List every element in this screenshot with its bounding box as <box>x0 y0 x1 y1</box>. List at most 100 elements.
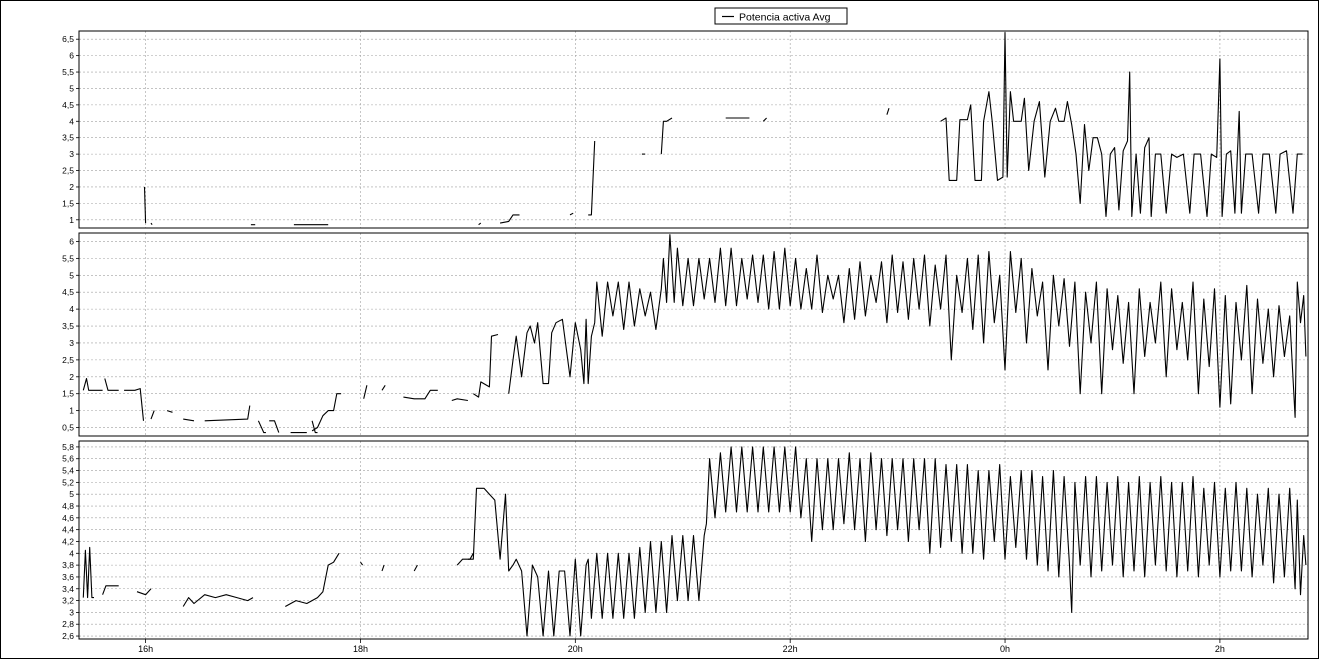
y-tick-label: 6,5 <box>62 34 74 44</box>
series-line-segment <box>104 378 119 391</box>
series-line-segment <box>381 385 386 391</box>
series-line-segment <box>269 420 280 433</box>
legend[interactable]: Potencia activa Avg <box>714 7 848 25</box>
series-line-segment <box>82 377 103 391</box>
series-line-segment <box>660 117 673 155</box>
series-line-segment <box>143 186 147 224</box>
y-tick-label: 4 <box>69 304 74 314</box>
series-line-segment <box>413 564 418 572</box>
series-line-segment <box>588 140 596 216</box>
y-tick-label: 5 <box>69 270 74 280</box>
y-tick-label: 3 <box>69 149 74 159</box>
y-tick-label: 0,5 <box>62 423 74 433</box>
plot-border <box>78 30 1309 229</box>
y-tick-label: 5 <box>69 489 74 499</box>
x-tick-label: 0h <box>1000 644 1010 654</box>
y-tick-label: 2,5 <box>62 355 74 365</box>
y-tick-label: 2,8 <box>62 619 74 629</box>
series-line-segment <box>204 405 251 422</box>
chart-panel-1: 1 1,5 2 2,5 3 3,5 4 4,5 5 5,5 6 6,5 <box>62 30 1309 229</box>
y-tick-label: 5,5 <box>62 67 74 77</box>
series-line-segment <box>182 594 254 607</box>
x-tick-label: 16h <box>138 644 153 654</box>
x-axis: 16h 18h 20h 22h 0h 2h <box>138 639 1225 654</box>
series-line-segment <box>403 389 438 400</box>
y-tick-label: 4,6 <box>62 513 74 523</box>
series-line-segment <box>311 420 318 434</box>
series-line-segment <box>478 222 482 226</box>
chart-panel-3: 2,6 2,8 33,2 3,4 3,6 3,8 4 4,24,4 4,6 4,8 5 5,25,4 5… <box>62 440 1309 641</box>
y-tick-label: 3 <box>69 338 74 348</box>
series-line-segment <box>257 420 266 434</box>
y-tick-label: 3,4 <box>62 584 74 594</box>
series-line-segment <box>183 418 195 422</box>
y-tick-label: 2 <box>69 182 74 192</box>
series-line-segment <box>499 214 520 224</box>
series-line-segment <box>150 410 155 420</box>
y-tick-label: 3,8 <box>62 560 74 570</box>
series-line-segment <box>136 588 152 596</box>
y-tick-label: 2,5 <box>62 166 74 176</box>
y-tick-label: 4,5 <box>62 287 74 297</box>
y-tick-label: 3,5 <box>62 133 74 143</box>
y-tick-label: 3,6 <box>62 572 74 582</box>
y-tick-label: 2,6 <box>62 631 74 641</box>
y-tick-label: 1 <box>69 406 74 416</box>
series-line-segment <box>311 393 342 432</box>
y-tick-label: 6 <box>69 236 74 246</box>
y-tick-label: 3 <box>69 607 74 617</box>
y-tick-label: 2 <box>69 372 74 382</box>
series-line-segment <box>762 117 767 122</box>
y-tick-label: 3,2 <box>62 596 74 606</box>
y-tick-label: 4,4 <box>62 525 74 535</box>
series-line-segment <box>82 546 94 599</box>
y-tick-label: 5,6 <box>62 454 74 464</box>
series-group <box>143 32 1303 226</box>
y-tick-label: 1,5 <box>62 389 74 399</box>
x-tick-label: 20h <box>568 644 583 654</box>
series-line-segment <box>473 333 499 398</box>
series-line-segment <box>285 553 340 607</box>
series-line-segment <box>467 446 1307 637</box>
plot-border <box>78 232 1309 437</box>
series-line-segment <box>940 32 1303 218</box>
y-tick-label: 4 <box>69 548 74 558</box>
series-line-segment <box>166 410 173 413</box>
y-tick-label: 6 <box>69 51 74 61</box>
plot-border <box>78 440 1309 640</box>
series-line-segment <box>124 388 145 421</box>
y-tick-label: 4,5 <box>62 100 74 110</box>
series-line-segment <box>363 385 368 399</box>
series-line-segment <box>102 585 119 595</box>
plot-area <box>79 31 1308 228</box>
y-tick-label: 1 <box>69 215 74 225</box>
series-line-segment <box>456 553 474 566</box>
series-line-segment <box>508 234 1307 418</box>
legend-entry-label: Potencia activa Avg <box>739 12 831 24</box>
y-tick-label: 5,4 <box>62 466 74 476</box>
series-line-segment <box>569 212 574 216</box>
panels-layer: 1 1,5 2 2,5 3 3,5 4 4,5 5 5,5 6 6,5 0,5 1 1,5 2 2,5 3 3,5 4… <box>62 30 1309 641</box>
y-tick-label: 5,2 <box>62 477 74 487</box>
series-line-segment <box>886 108 890 115</box>
x-tick-label: 2h <box>1215 644 1225 654</box>
series-line-segment <box>451 398 468 402</box>
series-group <box>82 234 1307 434</box>
chart-panel-2: 0,5 1 1,5 2 2,5 3 3,5 4 4,5 5 5,5 6 <box>62 232 1309 437</box>
y-tick-label: 4,2 <box>62 536 74 546</box>
y-tick-label: 5 <box>69 83 74 93</box>
legend-box <box>714 7 848 25</box>
series-group <box>82 446 1307 637</box>
y-tick-label: 5,8 <box>62 442 74 452</box>
y-tick-label: 4,8 <box>62 501 74 511</box>
y-tick-label: 1,5 <box>62 198 74 208</box>
y-tick-label: 4 <box>69 116 74 126</box>
x-tick-label: 18h <box>353 644 368 654</box>
series-line-segment <box>360 561 364 566</box>
series-line-segment <box>381 564 385 572</box>
series-line-segment <box>150 222 153 226</box>
x-tick-label: 22h <box>783 644 798 654</box>
y-tick-label: 5,5 <box>62 253 74 263</box>
